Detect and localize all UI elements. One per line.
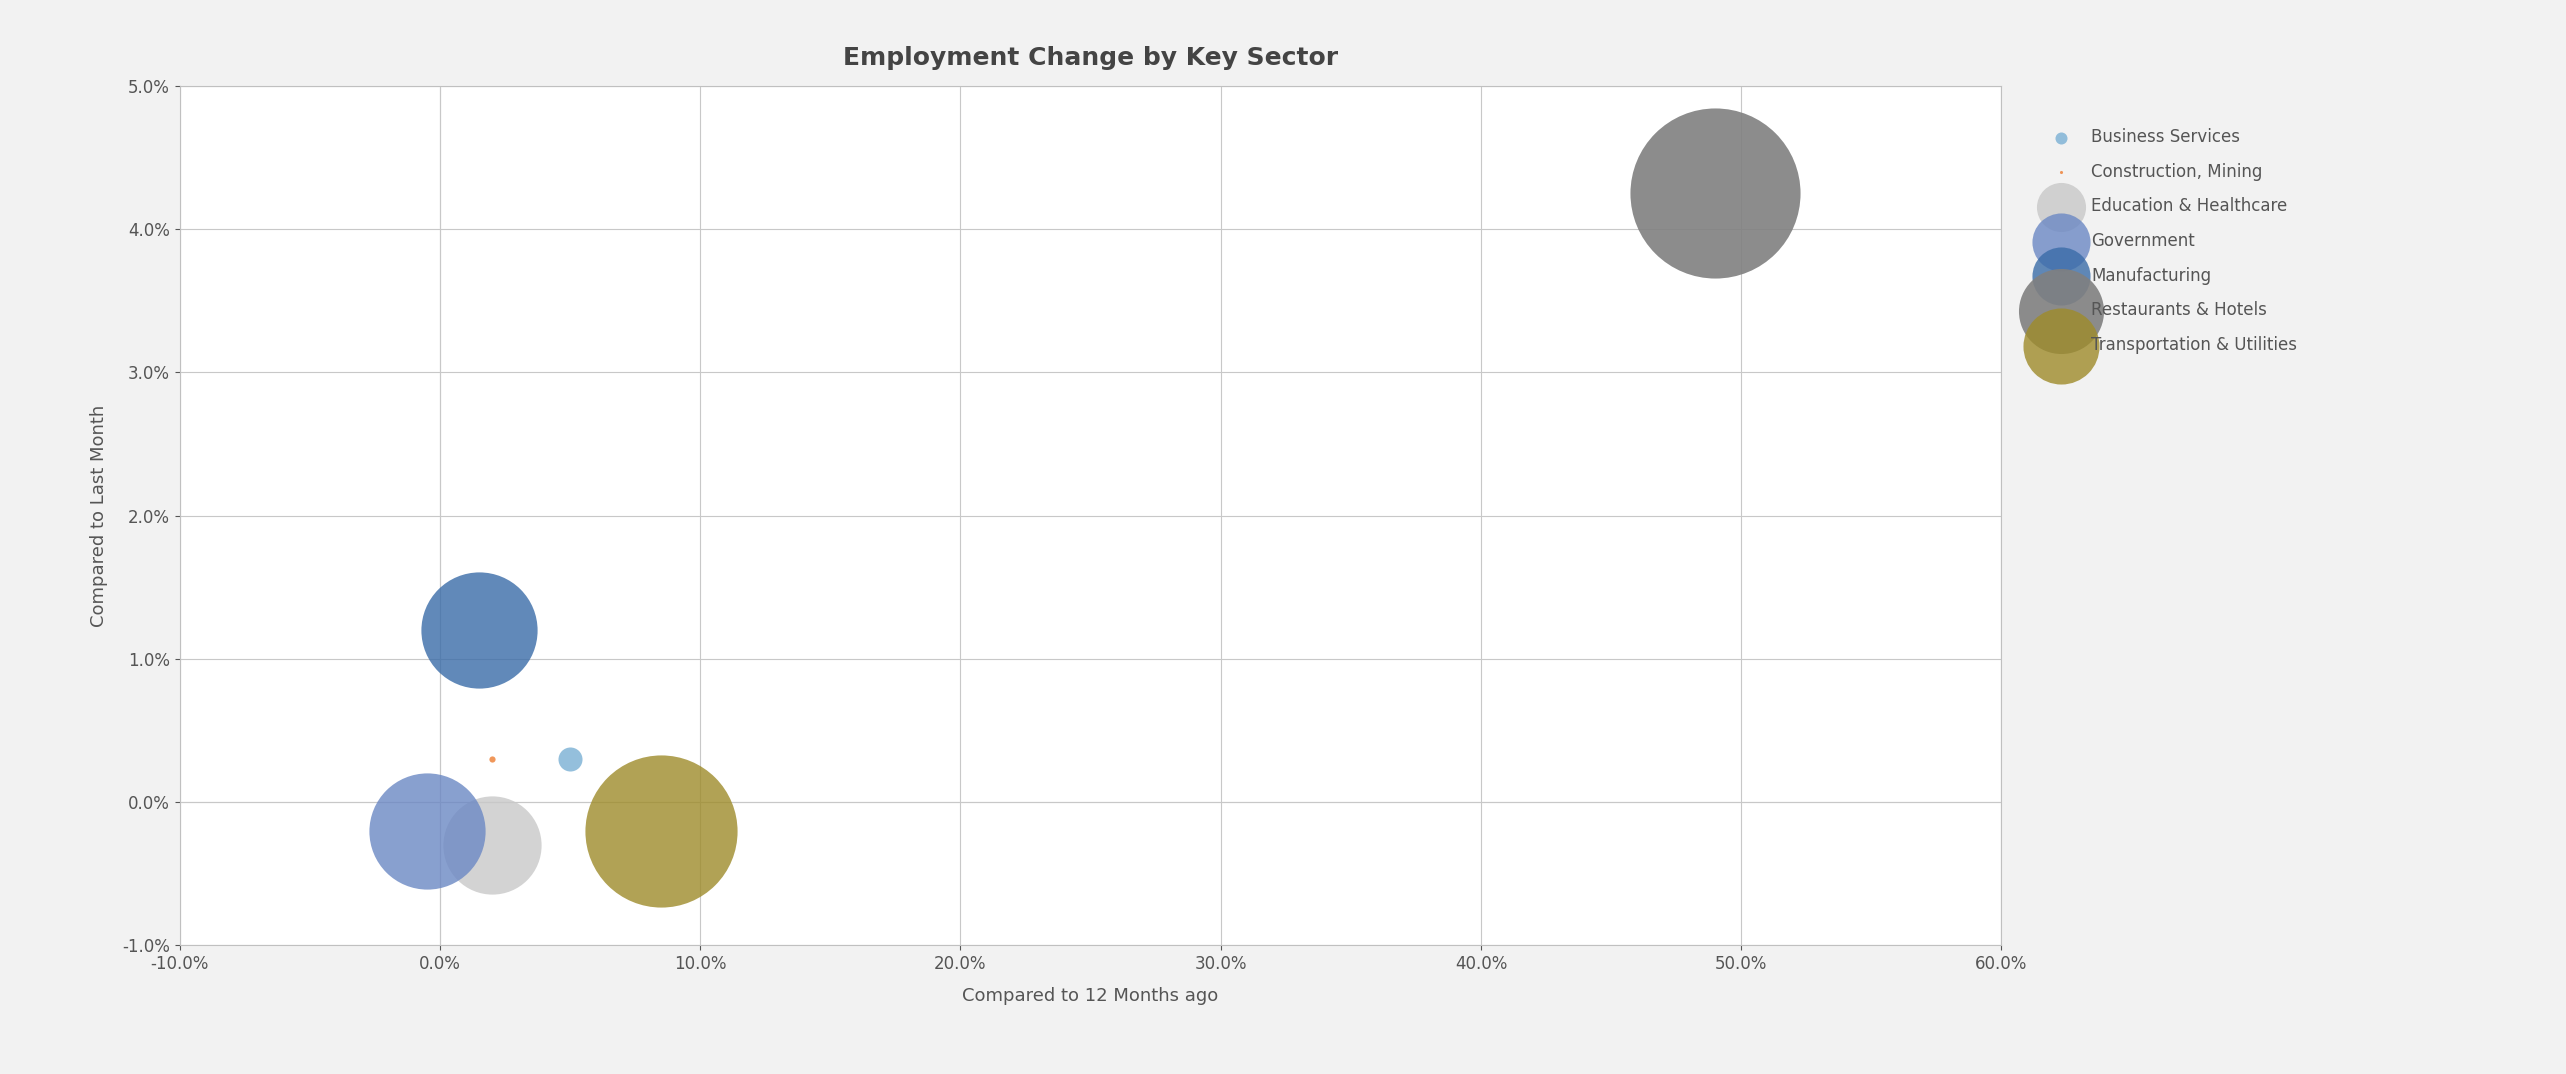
Legend: Business Services, Construction, Mining, Education & Healthcare, Government, Man: Business Services, Construction, Mining,… (2027, 112, 2315, 371)
Government (405, 822, 446, 839)
Business Services (549, 751, 590, 768)
Education & Healthcare (472, 837, 513, 854)
Title: Employment Change by Key Sector: Employment Change by Key Sector (844, 46, 1337, 70)
Transportation & Utilities (642, 822, 683, 839)
Construction, Mining (472, 751, 513, 768)
Y-axis label: Compared to Last Month: Compared to Last Month (90, 405, 108, 626)
X-axis label: Compared to 12 Months ago: Compared to 12 Months ago (962, 987, 1219, 1005)
Restaurants & Hotels (1694, 185, 1735, 202)
Manufacturing (459, 622, 500, 639)
